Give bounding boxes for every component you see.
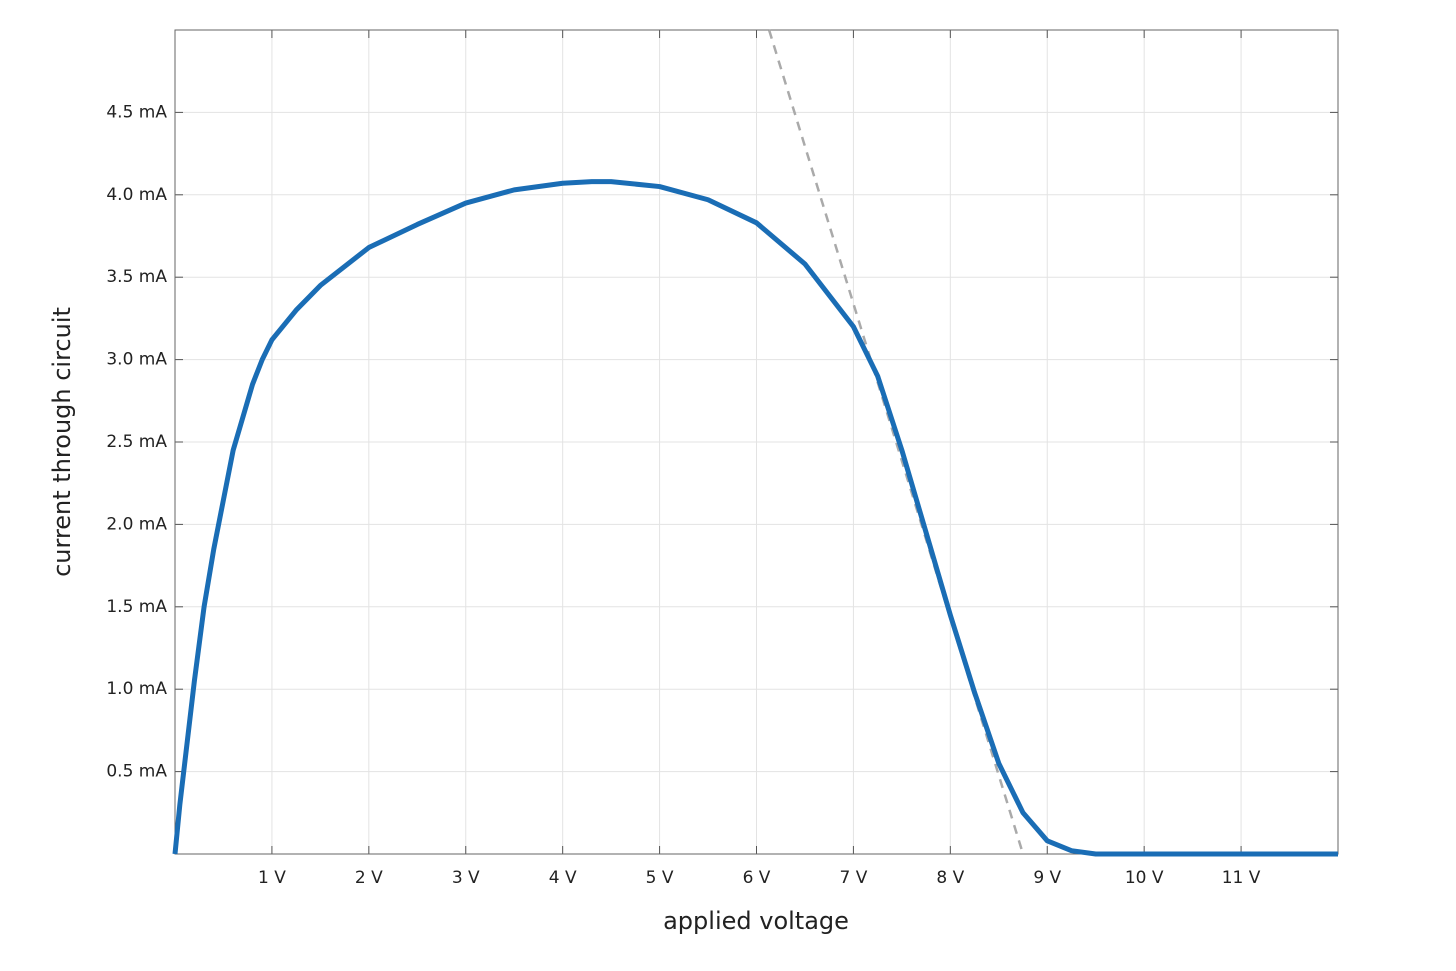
x-tick-label: 3 V <box>452 868 480 888</box>
data-line <box>172 179 1338 857</box>
x-tick-label: 4 V <box>549 868 577 888</box>
x-tick-label: 9 V <box>1033 868 1061 888</box>
y-tick-label: 3.5 mA <box>106 267 167 287</box>
y-axis-label: current through circuit <box>48 307 76 577</box>
x-tick-label: 11 V <box>1222 868 1261 888</box>
y-tick-label: 4.5 mA <box>106 102 167 122</box>
x-axis-label: applied voltage <box>663 907 849 935</box>
y-tick-label: 4.0 mA <box>106 185 167 205</box>
x-tick-label: 1 V <box>258 868 286 888</box>
y-tick-label: 0.5 mA <box>106 762 167 782</box>
plot-frame <box>174 29 1339 855</box>
y-tick-label: 3.0 mA <box>106 350 167 370</box>
x-tick-label: 7 V <box>839 868 867 888</box>
y-tick-label: 1.0 mA <box>106 679 167 699</box>
y-tick-label: 2.5 mA <box>106 432 167 452</box>
x-tick-label: 6 V <box>743 868 771 888</box>
y-tick-label: 1.5 mA <box>106 597 167 617</box>
x-tick-label: 10 V <box>1125 868 1164 888</box>
y-tick-label: 2.0 mA <box>106 514 167 534</box>
x-tick-label: 8 V <box>936 868 964 888</box>
x-tick-label: 5 V <box>646 868 674 888</box>
x-tick-label: 2 V <box>355 868 383 888</box>
